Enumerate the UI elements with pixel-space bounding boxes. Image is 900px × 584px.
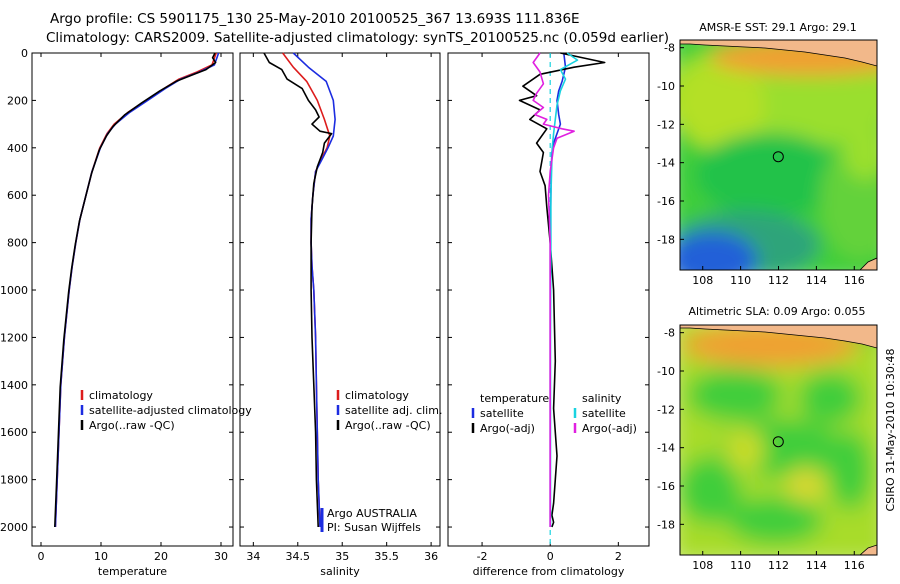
sla-land-java [680,325,877,349]
sst-argo-marker [772,151,784,163]
sst-map-axes: 108 110 112 114 116 -8 -10 -12 -14 -16 -18 [657,42,865,287]
sla_map-xtick-label: 110 [730,559,751,572]
temperature-legend-label: climatology [89,389,153,402]
difference-xtick-label: 0 [547,550,554,563]
temperature-xlabel: temperature [98,565,167,578]
temperature-xtick-label: 20 [154,550,168,563]
salinity-xlabel: salinity [320,565,360,578]
sla-field [680,325,877,555]
difference-series-temperature-argo-adj- [518,52,606,528]
depth-tick-label: 2000 [0,521,28,534]
depth-tick-label: 1800 [0,474,28,487]
depth-tick-label: 1000 [0,284,28,297]
depth-tick-label: 1200 [0,331,28,344]
sla_map-xtick-label: 108 [692,559,713,572]
profile-panel-salinity: 34 34.5 35 35.5 36 salinity climatology satelli… [239,52,442,578]
sst_map-ytick-label: -12 [657,118,675,131]
sla_map-xtick-label: 112 [768,559,789,572]
salinity-legend-label: Argo(..raw -QC) [345,419,431,432]
difference-xtick-label: 2 [615,550,622,563]
temperature-series-argo-raw-qc- [54,52,217,528]
sla-map-axes: 108 110 112 114 116 -8 -10 -12 -14 -16 -18 [657,327,865,572]
difference-frame [447,52,650,547]
sst_map-xtick-label: 110 [730,274,751,287]
sst-land-australia [859,257,877,270]
sst_map-ytick-label: -16 [657,195,675,208]
temperature-frame [31,52,234,547]
difference-legend-label: Argo(-adj) [480,422,535,435]
salinity-xtick-label: 35.5 [374,550,399,563]
sla_map-ytick-label: -8 [664,327,675,340]
temperature-legend-label: Argo(..raw -QC) [89,419,175,432]
difference-legend-group-title: temperature [480,392,549,405]
difference-series-temperature-satellite [549,52,567,527]
difference-xtick-label: -2 [477,550,488,563]
sst_map-xtick-label: 108 [692,274,713,287]
sst-map-panel: AMSR-E SST: 29.1 Argo: 29.1 108 110 112 114… [657,21,878,287]
sst_map-xtick-label: 116 [844,274,865,287]
salinity-xtick-label: 34.5 [286,550,311,563]
profile-panel-temperature: 0 10 20 30 temperature 0 200 400 600 800 1000 1200 1… [0,47,252,578]
sst_map-ytick-label: -8 [664,42,675,55]
sla-land-australia [859,544,877,555]
temperature-series-climatology [54,52,217,528]
sst_map-ytick-label: -14 [657,157,675,170]
sla_map-ytick-label: -18 [657,518,675,531]
difference-series-salinity-satellite [549,52,579,527]
salinity-xtick-label: 34 [246,550,260,563]
sla_map-xtick-label: 114 [806,559,827,572]
difference-legend-label: satellite [480,407,524,420]
difference-legend-label: satellite [582,407,626,420]
sst_map-ytick-label: -18 [657,233,675,246]
profile-panels: 0 10 20 30temperature0200400600800100012001… [0,47,650,578]
temperature-series-satellite-adjusted-climatology [54,52,220,528]
depth-tick-label: 400 [7,142,28,155]
sst-land-java [680,40,877,67]
temperature-xtick-label: 10 [94,550,108,563]
salinity-xtick-label: 35 [335,550,349,563]
sla-map-panel: Altimetric SLA: 0.09 Argo: 0.055 108 110 1… [657,305,878,572]
depth-tick-label: 1600 [0,426,28,439]
depth-tick-label: 800 [7,237,28,250]
salinity-legend-label: climatology [345,389,409,402]
difference-xlabel: difference from climatology [473,565,625,578]
sla_map-ytick-label: -10 [657,365,675,378]
sla_map-ytick-label: -14 [657,442,675,455]
depth-tick-label: 200 [7,94,28,107]
difference-legend-label: Argo(-adj) [582,422,637,435]
sst_map-ytick-label: -10 [657,80,675,93]
header-line-1: Argo profile: CS 5901175_130 25-May-2010… [50,11,580,27]
sla-argo-marker [772,436,784,448]
salinity-legend-label: satellite adj. clim. [345,404,442,417]
depth-tick-label: 1400 [0,379,28,392]
sst_map-xtick-label: 114 [806,274,827,287]
salinity-frame [239,52,441,547]
sla_map-ytick-label: -16 [657,480,675,493]
sla_map-xtick-label: 116 [844,559,865,572]
depth-tick-label: 0 [21,47,28,60]
side-timestamp-label: CSIRO 31-May-2010 10:30:48 [884,348,897,511]
sla-map-title: Altimetric SLA: 0.09 Argo: 0.055 [688,305,865,318]
salinity-annotation: PI: Susan Wijffels [327,521,421,534]
temperature-xtick-label: 0 [38,550,45,563]
profile-panel-difference: -2 0 2 difference from climatology temperatu… [447,52,650,578]
difference-legend-group-title: salinity [582,392,622,405]
salinity-series-argo-raw-qc- [263,52,333,528]
salinity-xtick-label: 36 [424,550,438,563]
salinity-series-satellite-adj-clim- [292,52,336,528]
depth-tick-label: 600 [7,189,28,202]
sst-field [680,40,877,270]
temperature-xtick-label: 30 [214,550,228,563]
sst_map-xtick-label: 112 [768,274,789,287]
sla_map-ytick-label: -12 [657,403,675,416]
salinity-annotation: Argo AUSTRALIA [327,507,417,520]
sst-map-title: AMSR-E SST: 29.1 Argo: 29.1 [699,21,857,34]
salinity-series-climatology [282,52,331,528]
difference-series-salinity-argo-adj- [532,52,575,527]
header-line-2: Climatology: CARS2009. Satellite-adjuste… [46,30,669,46]
temperature-legend-label: satellite-adjusted climatology [89,404,252,417]
